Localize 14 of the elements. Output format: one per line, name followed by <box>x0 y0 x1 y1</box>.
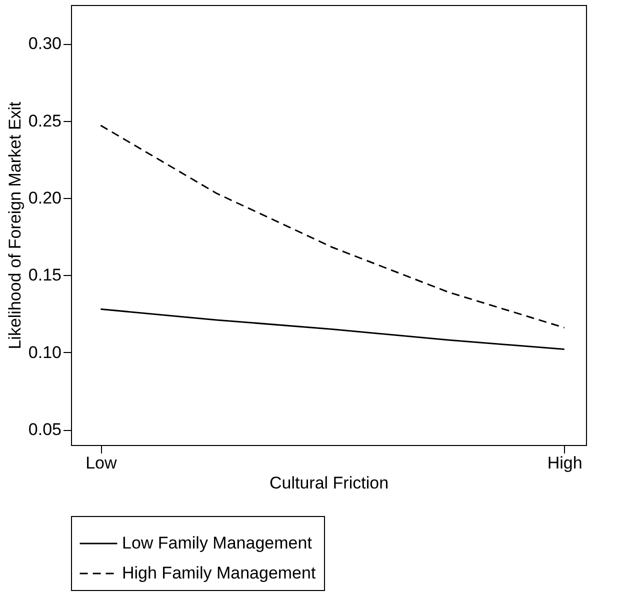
y-tick-label: 0.30 <box>28 34 62 54</box>
x-axis-title: Cultural Friction <box>269 474 389 492</box>
legend-label: High Family Management <box>122 564 316 582</box>
legend-label: Low Family Management <box>122 534 312 552</box>
y-tick-label: 0.25 <box>28 111 62 130</box>
line-series <box>100 124 566 328</box>
y-tick-label: 0.15 <box>28 266 62 285</box>
y-tick-label: 0.05 <box>28 420 62 440</box>
y-axis-title: Likelihood of Foreign Market Exit <box>5 101 24 350</box>
line-series <box>100 308 566 350</box>
x-tick-label: Low <box>86 454 118 472</box>
x-tick-label: High <box>547 454 582 472</box>
y-tick-label: 0.10 <box>28 342 62 362</box>
y-tick-label: 0.20 <box>28 188 62 208</box>
